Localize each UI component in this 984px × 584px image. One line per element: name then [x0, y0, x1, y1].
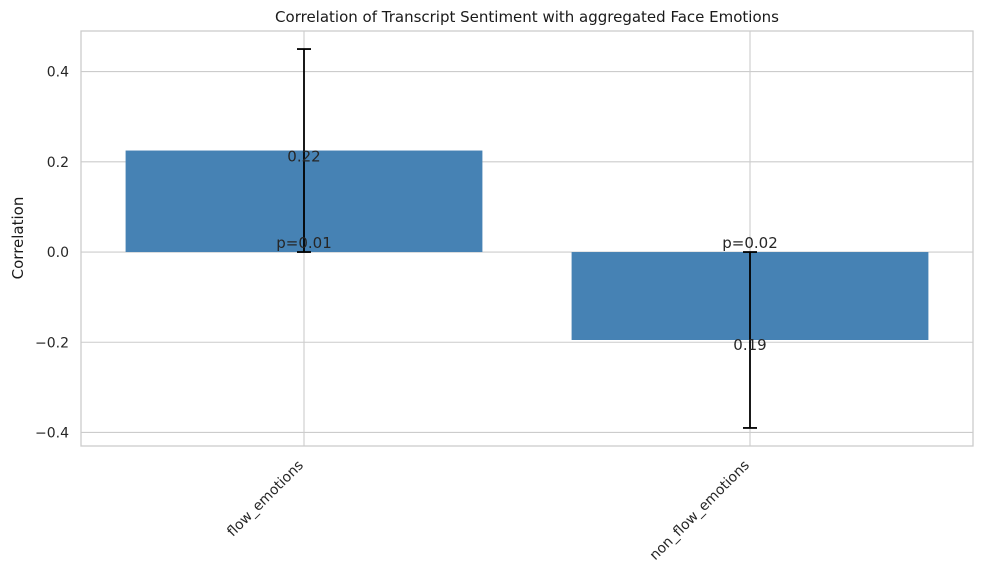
error-bar-non_flow_emotions [743, 251, 757, 429]
y-tick-label: −0.2 [35, 335, 69, 351]
data-labels: 0.22 p=0.01 0.19 p=0.02 [276, 148, 778, 354]
error-bar-flow_emotions [297, 48, 311, 253]
error-bars [297, 48, 757, 429]
y-axis-ticks: −0.4 −0.2 0.0 0.2 0.4 [35, 65, 69, 442]
bars [125, 150, 929, 340]
y-tick-label: 0.0 [47, 245, 69, 261]
x-axis-ticks: flow_emotions non_flow_emotions [224, 458, 753, 564]
chart-title: Correlation of Transcript Sentiment with… [275, 8, 779, 26]
y-tick-label: 0.2 [47, 155, 69, 171]
y-tick-label: −0.4 [35, 425, 69, 441]
y-tick-label: 0.4 [47, 65, 69, 81]
value-label: 0.19 [733, 336, 766, 354]
value-label: 0.22 [287, 148, 320, 166]
plot-frame [80, 30, 974, 447]
p-value-label: p=0.02 [722, 234, 778, 252]
x-tick-label: flow_emotions [224, 458, 307, 541]
x-tick-label: non_flow_emotions [647, 458, 753, 564]
y-axis-label: Correlation [9, 197, 27, 280]
p-value-label: p=0.01 [276, 234, 332, 252]
